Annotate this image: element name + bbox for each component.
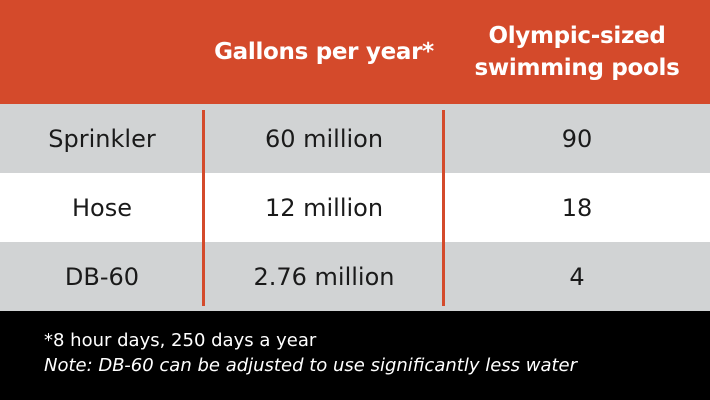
table-header: Gallons per year* Olympic-sized swimming… bbox=[0, 0, 710, 104]
footnote-panel: *8 hour days, 250 days a year Note: DB-6… bbox=[0, 311, 710, 400]
gallons-value: 12 million bbox=[264, 193, 384, 222]
table-row-db60: DB-60 2.76 million 4 bbox=[0, 242, 710, 311]
pools-value: 18 bbox=[561, 193, 593, 222]
row-label: Sprinkler bbox=[48, 124, 156, 153]
row-label: Hose bbox=[72, 193, 132, 222]
pools-value: 4 bbox=[569, 262, 585, 291]
header-gallons-column: Gallons per year* bbox=[214, 39, 434, 65]
column-divider-left bbox=[202, 110, 205, 306]
column-divider-right bbox=[442, 110, 445, 306]
footnote-hours: *8 hour days, 250 days a year bbox=[44, 330, 317, 351]
gallons-value: 2.76 million bbox=[253, 262, 395, 291]
table-row-sprinkler: Sprinkler 60 million 90 bbox=[0, 104, 710, 173]
gallons-value: 60 million bbox=[264, 124, 384, 153]
table-row-hose: Hose 12 million 18 bbox=[0, 173, 710, 242]
row-label: DB-60 bbox=[64, 262, 140, 291]
pools-value: 90 bbox=[561, 124, 593, 153]
header-label-column bbox=[0, 0, 204, 104]
header-pools-column: Olympic-sized swimming pools bbox=[474, 23, 680, 81]
footnote-note: Note: DB-60 can be adjusted to use signi… bbox=[44, 355, 578, 376]
